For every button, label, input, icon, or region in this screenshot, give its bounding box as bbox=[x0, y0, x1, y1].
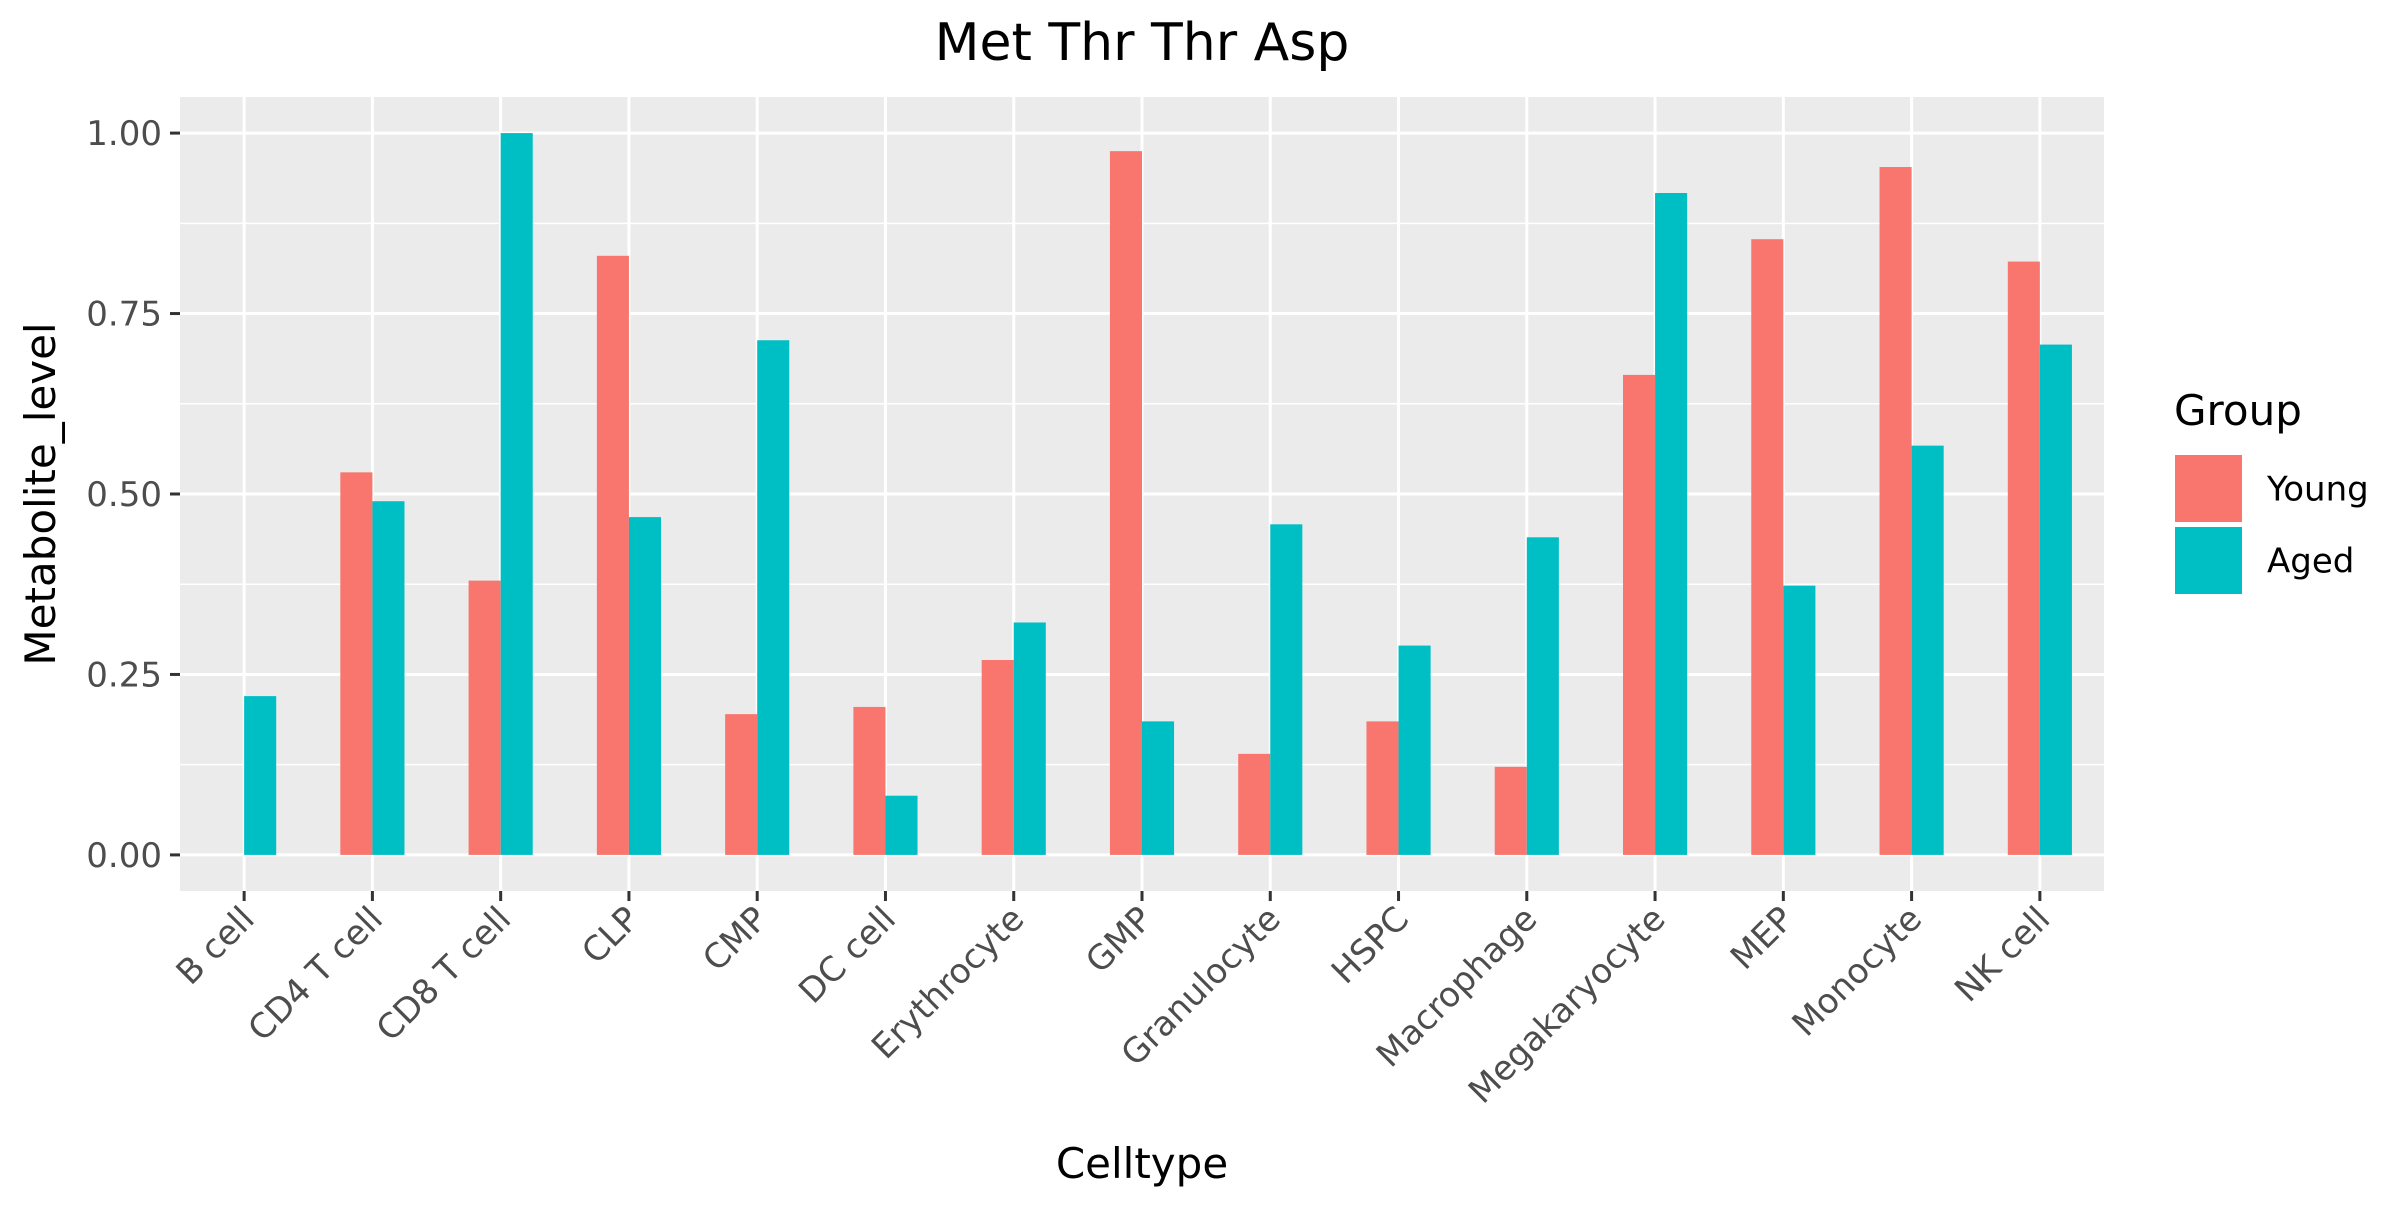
x-tick-label: Monocyte bbox=[1785, 899, 1930, 1044]
x-tick-label: DC cell bbox=[791, 899, 904, 1012]
bar-aged-granulocyte bbox=[1270, 524, 1303, 855]
x-tick-label: GMP bbox=[1078, 899, 1160, 981]
bar-aged-mep bbox=[1783, 585, 1816, 855]
bar-young-nk-cell bbox=[2007, 261, 2040, 855]
x-tick-label: NK cell bbox=[1947, 899, 2058, 1010]
legend-title: Group bbox=[2174, 386, 2302, 435]
bar-aged-erythrocyte bbox=[1013, 622, 1046, 855]
legend-key-aged bbox=[2175, 527, 2242, 594]
bar-aged-macrophage bbox=[1526, 537, 1559, 855]
bar-young-dc-cell bbox=[853, 706, 886, 855]
bar-young-cd8-t-cell bbox=[468, 580, 501, 855]
bars bbox=[244, 133, 2072, 855]
chart-title: Met Thr Thr Asp bbox=[935, 13, 1350, 73]
x-tick-label: CD8 T cell bbox=[369, 899, 519, 1049]
bar-young-hspc bbox=[1366, 721, 1399, 855]
x-tick-label: CD4 T cell bbox=[241, 899, 391, 1049]
bar-aged-clp bbox=[628, 517, 661, 855]
bar-aged-hspc bbox=[1398, 645, 1431, 855]
x-tick-label: CMP bbox=[695, 899, 775, 979]
y-tick-label: 1.00 bbox=[86, 114, 162, 154]
bar-young-mep bbox=[1751, 239, 1784, 855]
bar-aged-monocyte bbox=[1911, 445, 1944, 855]
bar-young-gmp bbox=[1109, 151, 1142, 855]
bar-aged-cd4-t-cell bbox=[372, 501, 405, 855]
bar-aged-b-cell bbox=[244, 696, 277, 855]
legend: Group Young Aged bbox=[2174, 386, 2369, 594]
bar-aged-nk-cell bbox=[2039, 344, 2072, 855]
x-tick-label: CLP bbox=[574, 899, 647, 972]
legend-label-aged: Aged bbox=[2267, 542, 2354, 582]
bar-aged-cd8-t-cell bbox=[500, 133, 533, 855]
bar-aged-dc-cell bbox=[885, 795, 918, 855]
bar-young-megakaryocyte bbox=[1623, 374, 1656, 855]
y-tick-label: 0.25 bbox=[86, 655, 162, 695]
bar-young-granulocyte bbox=[1238, 753, 1271, 855]
bar-young-cd4-t-cell bbox=[340, 472, 373, 855]
bar-young-monocyte bbox=[1879, 167, 1912, 855]
x-tick-label: B cell bbox=[169, 899, 263, 993]
bar-young-clp bbox=[596, 255, 629, 855]
bar-aged-megakaryocyte bbox=[1655, 193, 1688, 855]
y-tick-label: 0.75 bbox=[86, 295, 162, 335]
y-tick-label: 0.00 bbox=[86, 836, 162, 876]
x-axis-title: Celltype bbox=[1056, 1139, 1228, 1188]
bar-young-cmp bbox=[725, 714, 758, 855]
bar-young-erythrocyte bbox=[981, 660, 1014, 855]
bar-young-macrophage bbox=[1494, 766, 1527, 855]
y-tick-label: 0.50 bbox=[86, 475, 162, 515]
bar-aged-gmp bbox=[1142, 721, 1175, 855]
legend-key-young bbox=[2175, 455, 2242, 522]
legend-label-young: Young bbox=[2266, 470, 2369, 510]
x-tick-label: HSPC bbox=[1324, 899, 1417, 992]
y-axis-title: Metabolite_level bbox=[16, 322, 65, 665]
bar-aged-cmp bbox=[757, 340, 790, 855]
x-tick-label: MEP bbox=[1723, 899, 1802, 978]
